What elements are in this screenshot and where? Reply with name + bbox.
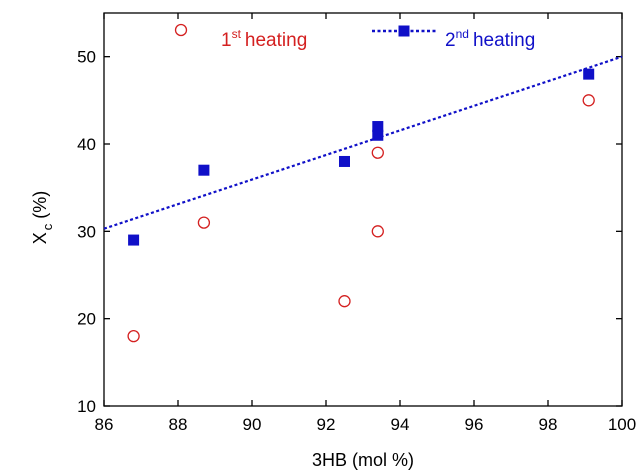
legend-first-heating-label: 1st heating <box>221 27 307 51</box>
point-first-heating <box>127 329 140 343</box>
point-first-heating <box>371 146 384 159</box>
x-tick-label: 100 <box>608 415 636 434</box>
legend-first-heating-marker <box>174 23 188 37</box>
y-tick-label: 30 <box>77 222 96 241</box>
legend-first-heating-number: 1 <box>221 30 232 51</box>
y-tick-label: 50 <box>77 48 96 67</box>
point-second-heating <box>372 129 384 141</box>
x-tick-label: 92 <box>317 415 336 434</box>
point-first-heating <box>582 94 595 107</box>
y-tick-label: 40 <box>77 135 96 154</box>
x-tick-label: 90 <box>243 415 262 434</box>
point-first-heating <box>197 216 211 229</box>
legend-second-heating-superscript: nd <box>456 27 469 41</box>
legend-second-heating-marker <box>398 25 410 37</box>
y-axis-title-subscript: c <box>40 223 55 230</box>
x-tick-label: 96 <box>465 415 484 434</box>
x-tick-label: 88 <box>169 415 188 434</box>
legend-first-heating-word: heating <box>245 30 307 51</box>
point-first-heating <box>338 295 351 308</box>
legend-first-heating-superscript: st <box>232 27 242 41</box>
plot-frame <box>103 12 623 407</box>
y-axis-title-unit: (%) <box>30 191 50 219</box>
y-tick-label: 10 <box>77 397 96 416</box>
point-second-heating <box>339 155 350 167</box>
legend-second-heating-number: 2 <box>445 30 456 51</box>
data-layer <box>103 55 623 343</box>
x-tick-label: 86 <box>95 415 114 434</box>
x-tick-label: 94 <box>391 415 410 434</box>
point-second-heating <box>372 121 384 133</box>
y-axis-title: Xc (%) <box>30 191 55 245</box>
fit-line-second-heating <box>103 55 623 230</box>
x-tick-label: 98 <box>539 415 558 434</box>
legend-second-heating-label: 2nd heating <box>445 27 535 51</box>
legend-second-heating-word: heating <box>473 30 535 51</box>
y-tick-label: 20 <box>77 310 96 329</box>
x-axis-title: 3HB (mol %) <box>312 450 414 470</box>
point-second-heating <box>128 234 140 246</box>
point-second-heating <box>583 68 595 80</box>
y-axis-title-main: X <box>30 232 50 244</box>
point-first-heating <box>371 225 384 238</box>
tick-layer: 86 88 90 92 94 96 98 100 10 20 30 40 50 <box>77 13 636 434</box>
point-second-heating <box>198 164 210 176</box>
legend: 1st heating 2nd heating <box>174 23 535 51</box>
